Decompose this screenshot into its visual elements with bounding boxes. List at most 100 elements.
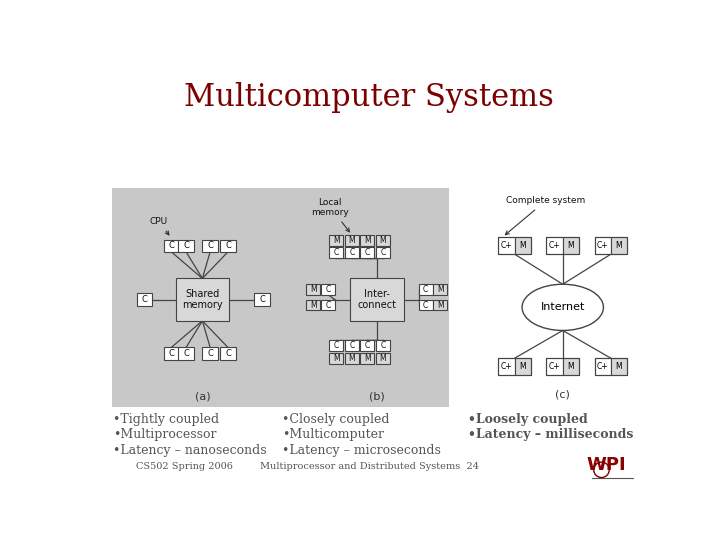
FancyBboxPatch shape	[418, 300, 433, 310]
Text: C: C	[423, 285, 428, 294]
Text: M: M	[437, 285, 444, 294]
FancyBboxPatch shape	[546, 358, 563, 375]
Text: (b): (b)	[369, 392, 384, 401]
FancyBboxPatch shape	[176, 279, 229, 321]
FancyBboxPatch shape	[321, 284, 335, 295]
Text: M: M	[616, 362, 622, 371]
FancyBboxPatch shape	[330, 340, 343, 351]
Text: C: C	[349, 341, 354, 350]
Text: C: C	[325, 301, 330, 309]
Text: M: M	[520, 362, 526, 371]
Text: M: M	[348, 236, 355, 245]
FancyBboxPatch shape	[345, 353, 359, 363]
Text: •Multicomputer: •Multicomputer	[282, 428, 384, 441]
Text: M: M	[333, 354, 340, 363]
Text: C: C	[423, 301, 428, 309]
Text: •Latency – milliseconds: •Latency – milliseconds	[468, 428, 634, 441]
FancyBboxPatch shape	[376, 247, 390, 258]
FancyBboxPatch shape	[254, 294, 270, 306]
FancyBboxPatch shape	[220, 347, 235, 360]
FancyBboxPatch shape	[330, 353, 343, 363]
FancyBboxPatch shape	[498, 358, 515, 375]
FancyBboxPatch shape	[321, 300, 335, 310]
Text: •Latency – nanoseconds: •Latency – nanoseconds	[113, 444, 267, 457]
FancyBboxPatch shape	[433, 300, 447, 310]
Text: C: C	[380, 341, 386, 350]
Text: •Loosely coupled: •Loosely coupled	[468, 413, 588, 426]
FancyBboxPatch shape	[345, 340, 359, 351]
Text: •Tightly coupled: •Tightly coupled	[113, 413, 220, 426]
FancyBboxPatch shape	[433, 284, 447, 295]
FancyBboxPatch shape	[515, 358, 531, 375]
Text: C: C	[141, 295, 147, 304]
FancyBboxPatch shape	[330, 247, 343, 258]
FancyBboxPatch shape	[595, 237, 611, 254]
Text: C: C	[168, 349, 174, 358]
FancyBboxPatch shape	[202, 347, 218, 360]
Text: Internet: Internet	[541, 302, 585, 312]
FancyBboxPatch shape	[163, 240, 179, 252]
Text: •Closely coupled: •Closely coupled	[282, 413, 390, 426]
FancyBboxPatch shape	[418, 284, 433, 295]
Text: M: M	[310, 301, 317, 309]
Text: (a): (a)	[194, 392, 210, 401]
Text: M: M	[364, 236, 371, 245]
FancyBboxPatch shape	[563, 237, 579, 254]
Text: C: C	[207, 241, 213, 250]
Text: (c): (c)	[555, 390, 570, 400]
FancyBboxPatch shape	[595, 358, 611, 375]
Text: C: C	[325, 285, 330, 294]
Text: •Multiprocessor: •Multiprocessor	[113, 428, 217, 441]
FancyBboxPatch shape	[361, 247, 374, 258]
Text: C: C	[380, 248, 386, 257]
Text: C+: C+	[597, 241, 608, 250]
FancyBboxPatch shape	[179, 347, 194, 360]
FancyBboxPatch shape	[611, 237, 627, 254]
FancyBboxPatch shape	[376, 353, 390, 363]
FancyBboxPatch shape	[546, 237, 563, 254]
FancyBboxPatch shape	[330, 235, 343, 246]
FancyBboxPatch shape	[361, 353, 374, 363]
FancyBboxPatch shape	[306, 284, 320, 295]
Text: M: M	[437, 301, 444, 309]
FancyBboxPatch shape	[361, 340, 374, 351]
Text: C: C	[334, 341, 339, 350]
Text: C: C	[349, 248, 354, 257]
Text: C+: C+	[597, 362, 608, 371]
FancyBboxPatch shape	[179, 240, 194, 252]
Text: M: M	[379, 354, 386, 363]
Text: Inter-
connect: Inter- connect	[357, 289, 396, 310]
Text: M: M	[567, 362, 575, 371]
Text: Multicomputer Systems: Multicomputer Systems	[184, 82, 554, 113]
FancyBboxPatch shape	[163, 347, 179, 360]
Text: C: C	[183, 349, 189, 358]
Text: Local
memory: Local memory	[311, 198, 349, 232]
Text: C: C	[334, 248, 339, 257]
Text: C+: C+	[500, 241, 513, 250]
FancyBboxPatch shape	[202, 240, 218, 252]
FancyBboxPatch shape	[306, 300, 320, 310]
Text: C: C	[183, 241, 189, 250]
Text: M: M	[616, 241, 622, 250]
FancyBboxPatch shape	[112, 188, 449, 408]
Text: M: M	[348, 354, 355, 363]
Text: C: C	[365, 341, 370, 350]
Ellipse shape	[522, 284, 603, 330]
FancyBboxPatch shape	[137, 294, 152, 306]
Text: Complete system: Complete system	[505, 197, 585, 235]
Text: M: M	[364, 354, 371, 363]
Text: M: M	[567, 241, 575, 250]
Text: C: C	[225, 349, 231, 358]
Text: Shared
memory: Shared memory	[182, 289, 222, 310]
Text: CPU: CPU	[150, 217, 169, 235]
Text: WPI: WPI	[587, 456, 626, 475]
Text: •Latency – microseconds: •Latency – microseconds	[282, 444, 441, 457]
Text: M: M	[333, 236, 340, 245]
FancyBboxPatch shape	[345, 235, 359, 246]
FancyBboxPatch shape	[376, 340, 390, 351]
Text: C+: C+	[549, 241, 560, 250]
Text: CS502 Spring 2006: CS502 Spring 2006	[137, 462, 233, 471]
FancyBboxPatch shape	[498, 237, 515, 254]
Text: C: C	[207, 349, 213, 358]
Text: C: C	[259, 295, 265, 304]
